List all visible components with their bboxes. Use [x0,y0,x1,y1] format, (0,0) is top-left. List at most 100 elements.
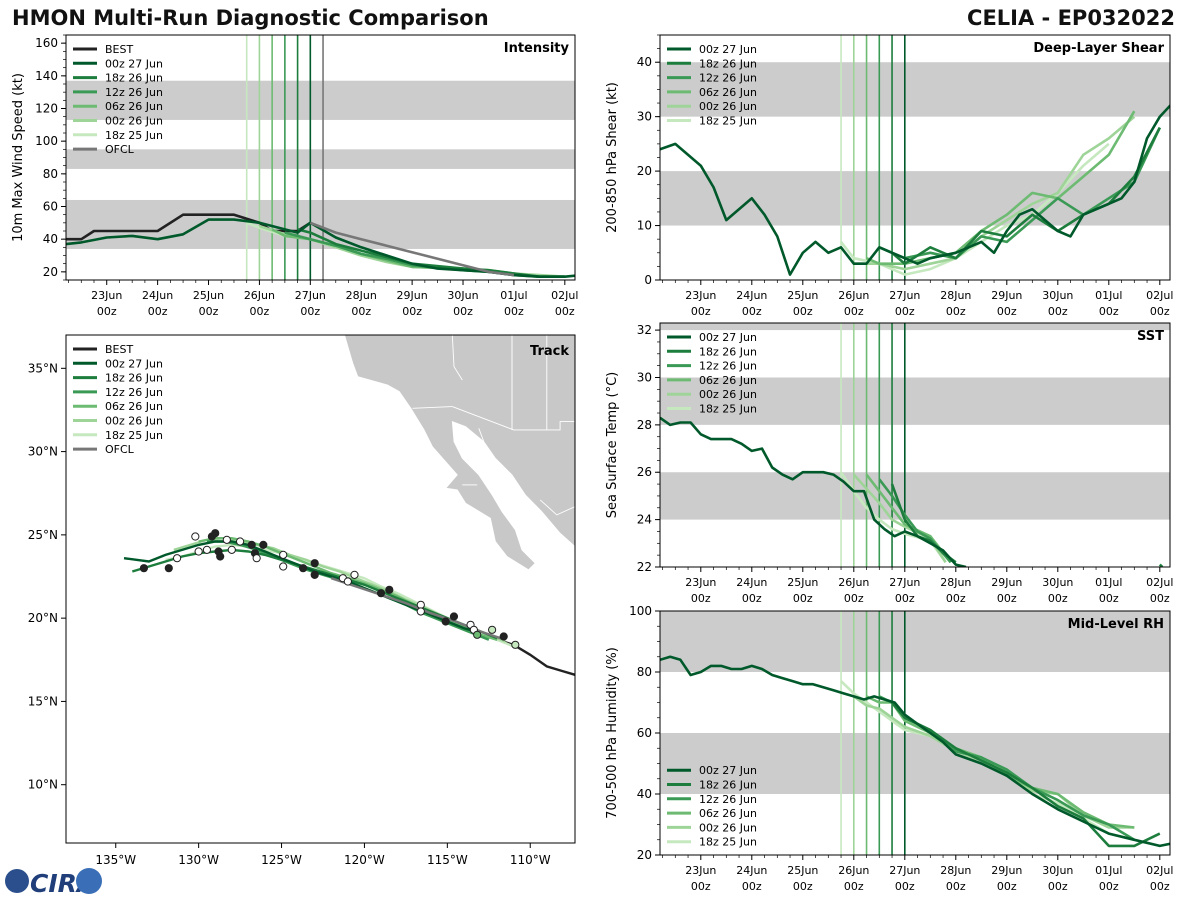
sst-legend-label-12z-26-jun: 12z 26 Jun [699,360,757,373]
track-frame [65,334,576,844]
track-xtick-label: 110°W [510,853,551,867]
rh-xtick-sublabel: 00z [793,880,813,893]
track-position-marker [222,535,231,544]
track-position-marker [441,617,450,626]
shear-legend-label-12z-26-jun: 12z 26 Jun [699,72,757,85]
track-legend-label-00z-27-jun: 00z 27 Jun [105,357,163,370]
rh-xtick-label: 27Jun [889,864,920,877]
intensity-series-best [66,213,312,241]
track-position-marker [139,564,149,573]
sst-legend-label-00z-26-jun: 00z 26 Jun [699,388,757,401]
intensity-xtick-label: 26Jun [244,289,275,302]
sst-xtick-sublabel: 00z [742,592,762,605]
track-legend-label-best: BEST [105,343,133,356]
track-legend-label-06z-26-jun: 06z 26 Jun [105,400,163,413]
cira-logo-seal-icon [76,868,102,894]
track-ytick-label: 25°N [28,528,58,542]
intensity-ytick-label: 20 [43,265,58,279]
intensity-xtick-sublabel: 00z [300,305,320,318]
rh-xtick-label: 30Jun [1042,864,1073,877]
intensity-legend-label-18z-26-jun: 18z 26 Jun [105,72,163,85]
intensity-legend-label-18z-25-jun: 18z 25 Jun [105,129,163,142]
sst-xtick-label: 02Jul [1146,576,1173,589]
intensity-band-2 [66,80,575,120]
intensity-xtick-label: 30Jun [447,289,478,302]
track-plot-area [123,335,575,676]
track-position-marker [350,570,359,579]
rh-xtick-sublabel: 00z [1099,880,1119,893]
shear-xtick-label: 25Jun [787,289,818,302]
sst-band-0 [660,472,1170,520]
shear-xtick-label: 24Jun [736,289,767,302]
track-position-marker [310,559,319,568]
shear-xtick-label: 23Jun [685,289,716,302]
track-position-marker [202,545,212,554]
sst-xtick-sublabel: 00z [946,592,966,605]
shear-xtick-sublabel: 00z [1048,305,1068,318]
shear-xtick-sublabel: 00z [793,305,813,318]
shear-series-18z-26-jun [891,126,1161,266]
shear-ytick-label: 10 [637,219,652,233]
shear-plot-area [660,35,1170,280]
shear-xtick-sublabel: 00z [844,305,864,318]
intensity-legend-label-00z-27-jun: 00z 27 Jun [105,57,163,70]
track-position-marker [416,600,425,609]
rh-series-00z-27-jun [660,655,1170,848]
rh-xtick-sublabel: 00z [895,880,915,893]
track-position-marker [279,562,288,571]
track-position-marker [235,537,245,546]
sst-xtick-label: 01Jul [1095,576,1122,589]
rh-xtick-label: 25Jun [787,864,818,877]
intensity-xtick-sublabel: 00z [250,305,270,318]
sst-ylabel: Sea Surface Temp (°C) [605,372,620,519]
intensity-ytick-label: 140 [35,69,58,83]
track-position-marker [227,545,236,554]
track-legend-label-18z-26-jun: 18z 26 Jun [105,372,163,385]
shear-series-06z-26-jun [865,110,1136,266]
rh-legend-label-18z-26-jun: 18z 26 Jun [699,779,757,792]
track-position-marker [511,640,520,649]
sst-ytick-label: 30 [637,370,652,384]
rh-legend-label-00z-27-jun: 00z 27 Jun [699,764,757,777]
shear-ytick-label: 20 [637,164,652,178]
rh-xtick-sublabel: 00z [997,880,1017,893]
shear-xtick-sublabel: 00z [997,305,1017,318]
intensity-xtick-label: 23Jun [91,289,122,302]
border-line-1 [452,406,575,431]
shear-ytick-label: 40 [637,55,652,69]
sst-band-1 [660,377,1170,425]
sst-frame [659,322,1171,568]
rh-legend-label-18z-25-jun: 18z 25 Jun [699,836,757,849]
intensity-ylabel: 10m Max Wind Speed (kt) [11,73,26,242]
sst-ytick-label: 24 [637,513,652,527]
intensity-xtick-sublabel: 00z [453,305,473,318]
rh-ytick-label: 100 [629,604,652,618]
track-ytick-label: 20°N [28,611,58,625]
shear-series-00z-27-jun [660,103,1170,276]
track-position-marker [191,532,200,541]
track-legend-label-ofcl: OFCL [105,443,135,456]
shear-legend-label-00z-26-jun: 00z 26 Jun [699,100,757,113]
track-title: Track [530,344,569,359]
intensity-xtick-label: 02Jul [551,289,578,302]
sst-legend-label-18z-26-jun: 18z 26 Jun [699,345,757,358]
sst-panel: 22 24 26 28 30 32 Sea Surface Temp (°C) 23Jun 00… [605,322,1173,605]
track-xtick-label: 120°W [344,853,385,867]
intensity-ytick-label: 120 [35,102,58,116]
shear-xtick-sublabel: 00z [946,305,966,318]
sst-xtick-sublabel: 00z [1048,592,1068,605]
shear-legend-label-18z-25-jun: 18z 25 Jun [699,115,757,128]
intensity-ytick-label: 100 [35,134,58,148]
track-series-18z-26-jun [131,548,498,640]
track-position-marker [194,547,203,556]
track-legend-label-12z-26-jun: 12z 26 Jun [105,386,163,399]
track-legend-label-18z-25-jun: 18z 25 Jun [105,429,163,442]
rh-ytick-label: 40 [637,787,652,801]
shear-xtick-label: 29Jun [991,289,1022,302]
intensity-ytick-label: 160 [35,36,58,50]
track-xtick-label: 135°W [95,853,136,867]
shear-legend-label-18z-26-jun: 18z 26 Jun [699,57,757,70]
rh-xtick-sublabel: 00z [1048,880,1068,893]
shear-legend-label-06z-26-jun: 06z 26 Jun [699,86,757,99]
shear-xtick-label: 01Jul [1095,289,1122,302]
